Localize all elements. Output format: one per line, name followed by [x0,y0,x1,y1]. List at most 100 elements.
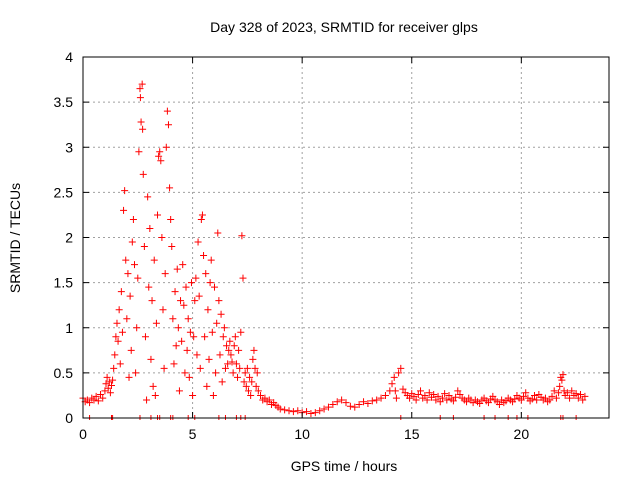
data-point [221,364,229,372]
data-point [144,193,152,201]
data-point [373,396,381,404]
data-point [192,274,200,282]
data-point [178,337,186,345]
data-point [406,394,414,402]
data-point [120,206,128,214]
data-point [116,360,124,368]
data-point [217,310,225,318]
data-point [425,389,433,397]
data-point [191,297,199,305]
data-point [247,391,255,399]
data-point [572,390,580,398]
data-point [555,389,563,397]
data-point [150,256,158,264]
data-point [173,265,181,273]
data-point [103,373,111,381]
y-tick-label: 0 [65,410,73,426]
data-point [157,157,165,165]
data-point [559,371,567,379]
data-point [438,394,446,402]
data-point [522,389,530,397]
x-tick-label: 20 [514,426,530,442]
data-point [94,397,102,405]
data-point [159,306,167,314]
data-point [117,288,125,296]
data-point [137,118,145,126]
data-point [391,387,399,395]
data-point [528,395,536,403]
x-axis-ticks: 0 5 10 15 20 [79,57,529,442]
data-point [520,392,528,400]
data-point [202,270,210,278]
data-point [229,369,237,377]
data-point [151,391,159,399]
data-point [139,170,147,178]
data-point [243,364,251,372]
data-point [250,346,258,354]
data-point [237,328,245,336]
data-point [546,396,554,404]
data-point [395,369,403,377]
data-point [124,270,132,278]
data-point [171,288,179,296]
data-point [552,394,560,402]
data-point [128,238,136,246]
data-point [303,408,311,416]
data-point [183,346,191,354]
data-point [351,403,359,411]
data-point [168,243,176,251]
data-point [276,405,284,413]
data-point [135,148,143,156]
data-point [434,392,442,400]
data-point [205,355,213,363]
data-point [342,399,350,407]
data-point [145,283,153,291]
data-point [563,389,571,397]
data-point [220,324,228,332]
data-point [99,394,107,402]
data-point [421,391,429,399]
data-point [170,360,178,368]
grid [83,57,609,418]
x-tick-label: 5 [189,426,197,442]
data-point [320,405,328,413]
data-point [235,346,243,354]
data-point [364,400,372,408]
data-point [164,121,172,129]
data-point [530,391,538,399]
data-point [154,211,162,219]
data-point [430,391,438,399]
data-point [285,407,293,415]
data-points [79,80,589,417]
data-point [201,333,209,341]
data-point [281,406,289,414]
data-point [577,391,585,399]
data-point [316,407,324,415]
data-point [181,369,189,377]
data-point [132,369,140,377]
data-point [133,324,141,332]
data-point [463,398,471,406]
data-point [203,382,211,390]
data-point [187,279,195,287]
data-point [456,391,464,399]
data-point [392,394,400,402]
data-point [244,387,252,395]
data-point [110,364,118,372]
data-point [92,392,100,400]
data-point [105,378,113,386]
data-point [189,391,197,399]
data-point [432,396,440,404]
data-point [131,261,139,269]
data-point [218,378,226,386]
y-tick-label: 3.5 [54,94,74,110]
data-point [209,391,217,399]
data-point [495,400,503,408]
x-tick-label: 15 [404,426,420,442]
data-point [136,94,144,102]
y-tick-label: 3 [65,139,73,155]
data-point [226,337,234,345]
data-point [246,373,254,381]
data-point [114,337,122,345]
data-point [581,392,589,400]
